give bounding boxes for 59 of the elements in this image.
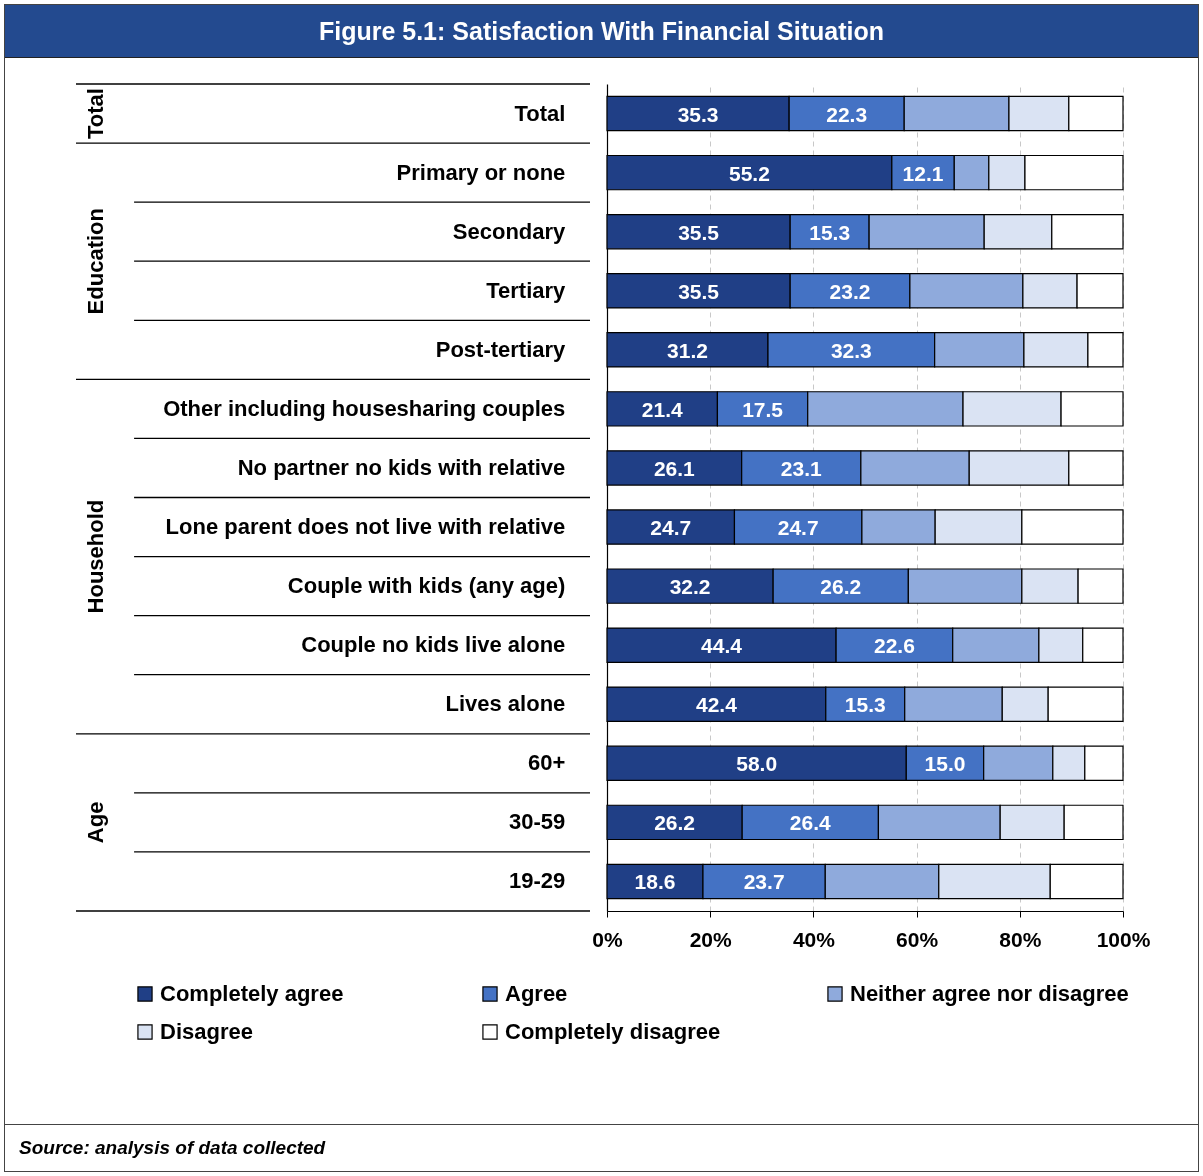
x-tick-label: 0% bbox=[592, 927, 623, 951]
data-label: 26.1 bbox=[653, 456, 696, 480]
x-tick-label: 40% bbox=[792, 927, 836, 951]
y-tick-label: Total bbox=[514, 100, 566, 126]
text: Education bbox=[83, 208, 108, 315]
data-label: 12.1 bbox=[902, 161, 944, 185]
x-tick-label: 100% bbox=[1096, 927, 1151, 951]
data-label: 31.2 bbox=[667, 338, 708, 362]
y-tick-label: Lone parent does not live with relative bbox=[165, 514, 566, 540]
data-label: 32.3 bbox=[830, 338, 872, 362]
data-label: 26.2 bbox=[654, 811, 696, 835]
x-tick-label: 80% bbox=[999, 927, 1042, 951]
y-tick-label: 30-59 bbox=[509, 809, 566, 835]
chart-title: Figure 5.1: Satisfaction With Financial Situation bbox=[5, 5, 1198, 58]
data-label: 22.6 bbox=[873, 634, 915, 658]
legend-label: Completely disagree bbox=[505, 1019, 721, 1044]
data-label: 18.6 bbox=[634, 870, 676, 894]
y-tick-label: No partner no kids with relative bbox=[237, 454, 566, 480]
y-tick-label: Tertiary bbox=[486, 277, 567, 303]
data-label: 15.3 bbox=[809, 220, 851, 244]
y-tick-label: 60+ bbox=[528, 750, 566, 776]
data-label: 23.1 bbox=[780, 456, 823, 480]
data-label: 32.2 bbox=[669, 575, 711, 599]
y-tick-label: Couple with kids (any age) bbox=[287, 573, 566, 599]
data-label: 58.0 bbox=[736, 752, 778, 776]
text: Household bbox=[83, 499, 108, 614]
legend-label: Neither agree nor disagree bbox=[850, 981, 1129, 1006]
data-label: 23.7 bbox=[743, 870, 785, 894]
y-tick-label: Couple no kids live alone bbox=[301, 632, 566, 658]
data-label: 55.2 bbox=[728, 161, 770, 185]
data-label: 26.4 bbox=[789, 811, 832, 835]
data-label: 24.7 bbox=[777, 516, 819, 540]
legend-label: Disagree bbox=[160, 1019, 253, 1044]
text: Age bbox=[83, 801, 108, 844]
y-tick-label: Primary or none bbox=[396, 159, 566, 185]
data-label: 24.7 bbox=[650, 516, 692, 540]
x-tick-label: 60% bbox=[896, 927, 939, 951]
data-label: 35.5 bbox=[678, 220, 720, 244]
data-label: 35.5 bbox=[678, 279, 720, 303]
source-note: Source: analysis of data collected bbox=[5, 1124, 1198, 1171]
y-tick-label: Secondary bbox=[452, 218, 567, 244]
data-label: 42.4 bbox=[695, 693, 738, 717]
y-tick-label: 19-29 bbox=[509, 868, 566, 894]
data-label: 22.3 bbox=[826, 102, 868, 126]
data-label: 44.4 bbox=[701, 634, 743, 658]
data-label: 17.5 bbox=[742, 397, 784, 421]
data-label: 26.2 bbox=[820, 575, 862, 599]
text: Total bbox=[83, 88, 108, 139]
legend-label: Agree bbox=[505, 981, 568, 1006]
data-label: 15.3 bbox=[844, 693, 886, 717]
y-tick-label: Lives alone bbox=[445, 691, 566, 717]
data-label: 21.4 bbox=[641, 397, 683, 421]
data-label: 15.0 bbox=[924, 752, 966, 776]
y-tick-label: Other including housesharing couples bbox=[163, 395, 566, 421]
data-label: 35.3 bbox=[677, 102, 719, 126]
legend-label: Completely agree bbox=[160, 981, 344, 1006]
data-label: 23.2 bbox=[829, 279, 871, 303]
y-tick-label: Post-tertiary bbox=[435, 336, 567, 362]
x-tick-label: 20% bbox=[689, 927, 733, 951]
